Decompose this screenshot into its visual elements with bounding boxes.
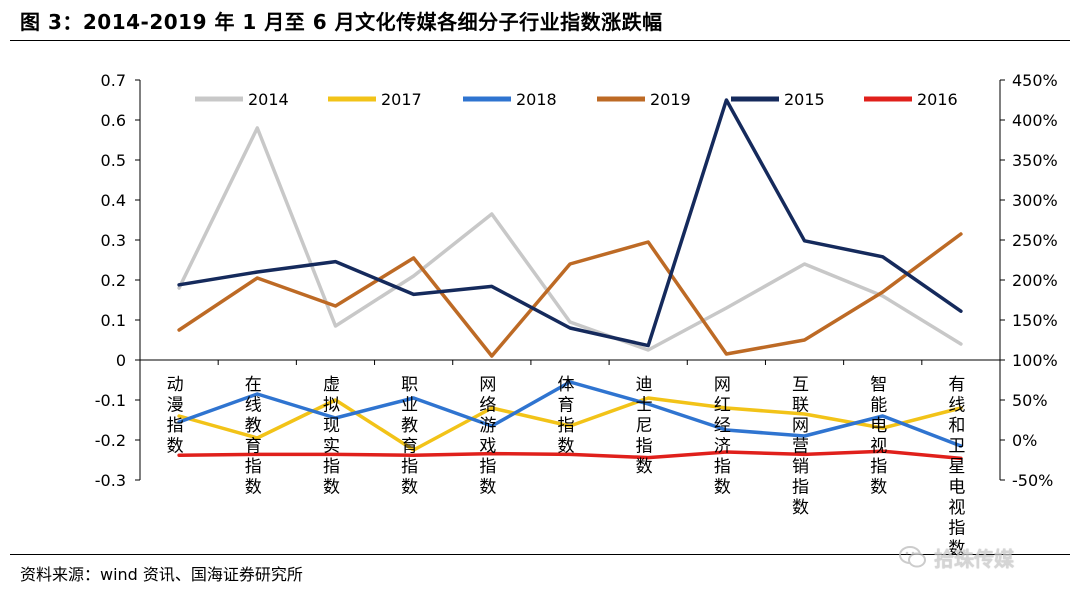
series-line-2018 [177,380,963,448]
category-labels: 动漫指数 在线教育指数 虚拟现实指数 职业教育指数 网络游戏指数 体育指数 迪士尼指数 网红经… [167,375,966,559]
right-tick-label: 0% [1012,431,1037,450]
series-lines [177,98,963,461]
legend-label-2015: 2015 [784,90,825,109]
series-line-2014 [177,126,963,352]
left-tick-label: 0 [116,351,126,370]
series-line-2015 [177,98,963,348]
category-label: 体育指数 [558,375,575,457]
left-tick-label: 0.3 [101,231,126,250]
left-tick-label: 0.1 [101,311,126,330]
category-label: 网红经济指数 [714,375,731,498]
series-line-2016 [177,449,963,461]
left-tick-label: 0.6 [101,111,126,130]
category-label: 在线教育指数 [245,375,262,498]
left-tick-label: 0.5 [101,151,126,170]
right-tick-label: 250% [1012,231,1058,250]
right-tick-label: 300% [1012,191,1058,210]
left-tick-label: -0.3 [95,471,126,490]
series-line-2017 [177,396,963,452]
legend: 2014 2017 2018 2019 2015 2016 [195,90,958,109]
source-rule [10,554,1070,555]
category-label: 职业教育指数 [401,375,418,498]
category-label: 互联网营销指数 [792,375,809,518]
axes: -0.3 -0.2 -0.1 0 0.1 0.2 0.3 0.4 0.5 0.6 0.7 -50% 0%… [95,71,1058,490]
right-tick-label: 150% [1012,311,1058,330]
category-label: 网络游戏指数 [479,375,496,498]
category-label: 虚拟现实指数 [323,375,340,498]
category-label: 迪士尼指数 [636,375,653,477]
series-line-2019 [177,232,963,358]
wechat-icon [899,546,926,568]
legend-label-2017: 2017 [381,90,422,109]
watermark: 拾珠传媒 [898,540,1058,574]
legend-label-2016: 2016 [917,90,958,109]
legend-label-2018: 2018 [516,90,557,109]
category-label: 动漫指数 [167,375,184,457]
right-tick-label: 50% [1012,391,1048,410]
left-tick-label: 0.2 [101,271,126,290]
left-tick-label: 0.7 [101,71,126,90]
right-tick-label: 100% [1012,351,1058,370]
left-tick-label: 0.4 [101,191,126,210]
figure-title: 图 3：2014-2019 年 1 月至 6 月文化传媒各细分子行业指数涨跌幅 [20,10,663,34]
legend-label-2019: 2019 [650,90,691,109]
right-tick-label: 450% [1012,71,1058,90]
left-tick-label: -0.1 [95,391,126,410]
source-note: 资料来源：wind 资讯、国海证券研究所 [20,565,303,584]
watermark-text: 拾珠传媒 [934,546,1014,571]
right-tick-label: -50% [1012,471,1053,490]
category-label: 智能电视指数 [870,375,887,498]
right-tick-label: 200% [1012,271,1058,290]
right-tick-label: 350% [1012,151,1058,170]
category-label: 有线和卫星电视指数 [948,375,965,559]
title-rule [10,40,1070,41]
left-tick-label: -0.2 [95,431,126,450]
legend-label-2014: 2014 [248,90,289,109]
right-tick-label: 400% [1012,111,1058,130]
